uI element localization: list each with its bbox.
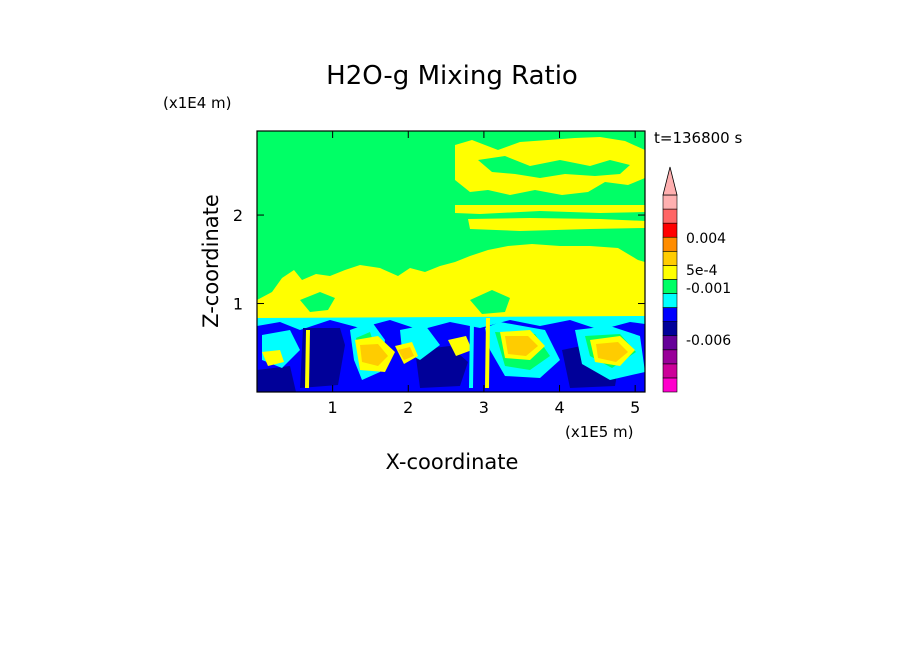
x-tick-label: 1: [328, 398, 338, 417]
y-axis-title: Z-coordinate: [199, 194, 223, 328]
colorbar-swatch: [662, 250, 678, 266]
colorbar-swatch: [662, 293, 678, 308]
moist-pocket: [262, 350, 284, 366]
mid-moist-region: [470, 290, 510, 314]
dry-core: [257, 366, 296, 392]
x-scale-label: (x1E5 m): [565, 423, 634, 441]
colorbar-label: -0.006: [686, 333, 731, 349]
colorbar-swatch: [662, 377, 678, 393]
y-axis: 12: [233, 206, 645, 314]
colorbar-swatch: [662, 194, 678, 210]
y-tick-label: 1: [233, 295, 243, 314]
dry-core: [300, 328, 345, 388]
time-label: t=136800 s: [654, 129, 742, 147]
x-tick-label: 5: [630, 398, 640, 417]
chart-title: H2O-g Mixing Ratio: [326, 61, 578, 91]
upper-moist-band: [455, 205, 645, 214]
colorbar-swatch: [662, 236, 678, 252]
colorbar-swatch: [662, 265, 678, 280]
colorbar-swatch: [662, 279, 678, 294]
x-tick-label: 4: [554, 398, 564, 417]
y-tick-label: 2: [233, 206, 243, 225]
updraft-plume: [305, 330, 310, 388]
colorbar-swatch: [662, 307, 678, 322]
colorbar: 0.004 5e-4 -0.001 -0.006: [662, 166, 731, 393]
moist-pocket: [448, 336, 472, 356]
x-tick-label: 2: [403, 398, 413, 417]
dry-core: [415, 346, 468, 388]
colorbar-swatch: [662, 335, 678, 351]
upper-moist-band: [468, 218, 645, 231]
plot-frame: [256, 130, 646, 393]
colorbar-label: 5e-4: [686, 263, 718, 279]
mid-moist-region: [257, 244, 645, 322]
moist-pocket: [398, 347, 414, 360]
colorbar-swatch: [662, 363, 678, 379]
colorbar-swatch: [662, 321, 678, 337]
x-axis: 1 2 3 4 5: [328, 131, 640, 417]
x-axis-title: X-coordinate: [386, 450, 519, 474]
colorbar-swatch: [662, 208, 678, 224]
moist-pocket: [505, 336, 538, 356]
updraft-plume: [485, 318, 490, 388]
y-scale-label: (x1E4 m): [163, 94, 232, 112]
x-tick-label: 3: [479, 398, 489, 417]
colorbar-label: 0.004: [686, 231, 726, 247]
colorbar-label: -0.001: [686, 281, 731, 297]
moist-pocket: [360, 344, 388, 366]
colorbar-swatch: [662, 349, 678, 365]
contour-field: [257, 131, 645, 392]
upper-moist-band: [478, 156, 630, 178]
colorbar-swatch: [662, 222, 678, 238]
colorbar-extend-arrow: [662, 166, 678, 196]
moist-pocket: [596, 342, 628, 362]
updraft-plume: [469, 320, 474, 388]
mid-moist-region: [300, 292, 335, 312]
